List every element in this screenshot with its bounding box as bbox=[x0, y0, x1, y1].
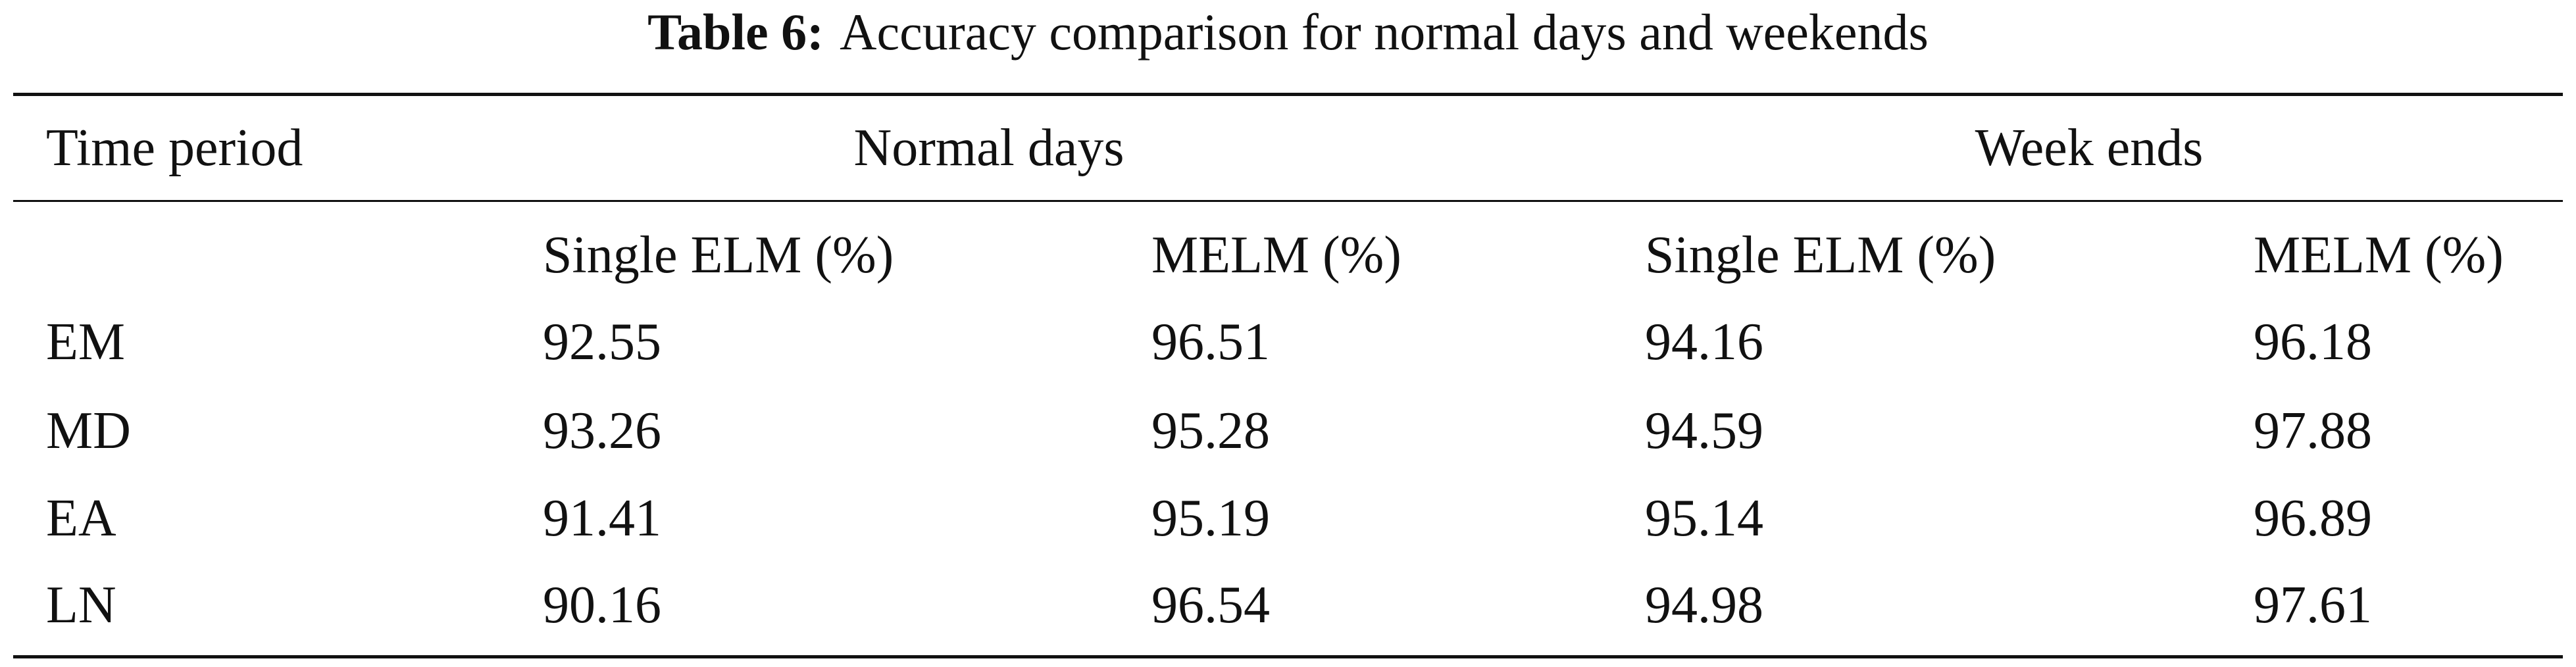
row-label: EM bbox=[46, 313, 125, 371]
subheader-cell: MELM (%) bbox=[1151, 226, 1402, 284]
row-label: LN bbox=[46, 576, 116, 634]
table-cell: 96.89 bbox=[2254, 489, 2372, 547]
caption-text: Accuracy comparison for normal days and … bbox=[840, 3, 1929, 61]
table-cell: 93.26 bbox=[543, 402, 661, 460]
table-cell: 94.16 bbox=[1645, 313, 1763, 371]
header-cell: Week ends bbox=[1975, 119, 2204, 177]
row-label: MD bbox=[46, 402, 131, 460]
table-cell: 95.14 bbox=[1645, 489, 1763, 547]
header-cell: Time period bbox=[46, 119, 303, 177]
row-label: EA bbox=[46, 489, 116, 547]
subheader-cell: MELM (%) bbox=[2254, 226, 2504, 284]
subheader-cell: Single ELM (%) bbox=[543, 226, 894, 284]
table-cell: 97.88 bbox=[2254, 402, 2372, 460]
table-cell: 96.51 bbox=[1151, 313, 1270, 371]
table-cell: 96.18 bbox=[2254, 313, 2372, 371]
table-cell: 95.19 bbox=[1151, 489, 1270, 547]
top-rule bbox=[13, 93, 2563, 96]
table-cell: 94.59 bbox=[1645, 402, 1763, 460]
mid-rule bbox=[13, 200, 2563, 202]
table-cell: 91.41 bbox=[543, 489, 661, 547]
table-cell: 96.54 bbox=[1151, 576, 1270, 634]
table-cell: 92.55 bbox=[543, 313, 661, 371]
header-cell: Normal days bbox=[853, 119, 1124, 177]
table-cell: 97.61 bbox=[2254, 576, 2372, 634]
table-cell: 90.16 bbox=[543, 576, 661, 634]
table-caption: Table 6: Accuracy comparison for normal d… bbox=[0, 7, 2576, 58]
bottom-rule bbox=[13, 655, 2563, 658]
caption-label: Table 6: bbox=[647, 3, 824, 61]
subheader-cell: Single ELM (%) bbox=[1645, 226, 1996, 284]
table-cell: 94.98 bbox=[1645, 576, 1763, 634]
table-cell: 95.28 bbox=[1151, 402, 1270, 460]
